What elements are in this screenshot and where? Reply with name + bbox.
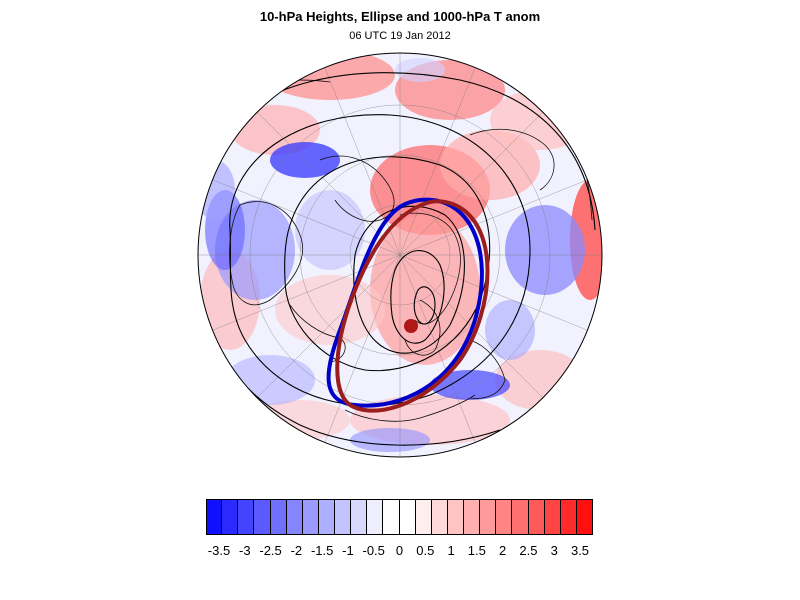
colorbar-tick-label: 1.5 <box>467 543 486 558</box>
colorbar-cell <box>512 499 529 535</box>
colorbar-cell <box>238 499 255 535</box>
colorbar-tick-label: 1 <box>447 543 455 558</box>
colorbar <box>206 499 593 535</box>
colorbar-cell <box>528 499 545 535</box>
vortex-ellipses <box>326 197 490 413</box>
vortex-centroid-marker <box>404 319 418 333</box>
colorbar-tick-label: -2 <box>290 543 303 558</box>
colorbar-tick-label: -3.5 <box>207 543 231 558</box>
colorbar-cell <box>464 499 481 535</box>
colorbar-tick-label: 3.5 <box>570 543 590 558</box>
colorbar-tick-label: -3 <box>239 543 251 558</box>
colorbar-cell <box>480 499 497 535</box>
map-title: 10-hPa Heights, Ellipse and 1000-hPa T a… <box>259 9 541 24</box>
colorbar-cell <box>351 499 368 535</box>
colorbar-cell <box>399 499 416 535</box>
colorbar-cell <box>335 499 352 535</box>
colorbar-cell <box>270 499 287 535</box>
colorbar-cell <box>206 499 223 535</box>
graticule <box>198 53 602 457</box>
colorbar-tick-label: 2 <box>499 543 507 558</box>
colorbar-cell <box>560 499 577 535</box>
colorbar-cell <box>415 499 432 535</box>
colorbar-tick-label: -0.5 <box>362 543 385 558</box>
colorbar-tick-label: -1.5 <box>310 543 334 558</box>
colorbar-cell <box>383 499 400 535</box>
map-subtitle: 06 UTC 19 Jan 2012 <box>349 30 451 42</box>
colorbar-cell <box>367 499 384 535</box>
colorbar-cell <box>431 499 448 535</box>
colorbar-tick-label: -1 <box>342 543 354 558</box>
colorbar-cell <box>318 499 335 535</box>
colorbar-cell <box>222 499 239 535</box>
colorbar-tick-label: 0.5 <box>416 543 435 558</box>
globe-outline <box>197 52 603 458</box>
colorbar-frame <box>206 499 593 535</box>
colorbar-cell <box>302 499 319 535</box>
colorbar-cell <box>496 499 513 535</box>
colorbar-cell <box>254 499 271 535</box>
colorbar-tick-label: -2.5 <box>259 543 282 558</box>
colorbar-tick-label: 2.5 <box>519 543 538 558</box>
colorbar-cell <box>286 499 303 535</box>
colorbar-tick-label: 0 <box>395 543 404 558</box>
colorbar-tick-label: 3 <box>550 543 558 558</box>
colorbar-cell <box>544 499 561 535</box>
colorbar-cell <box>447 499 464 535</box>
red-ellipse <box>335 199 490 413</box>
